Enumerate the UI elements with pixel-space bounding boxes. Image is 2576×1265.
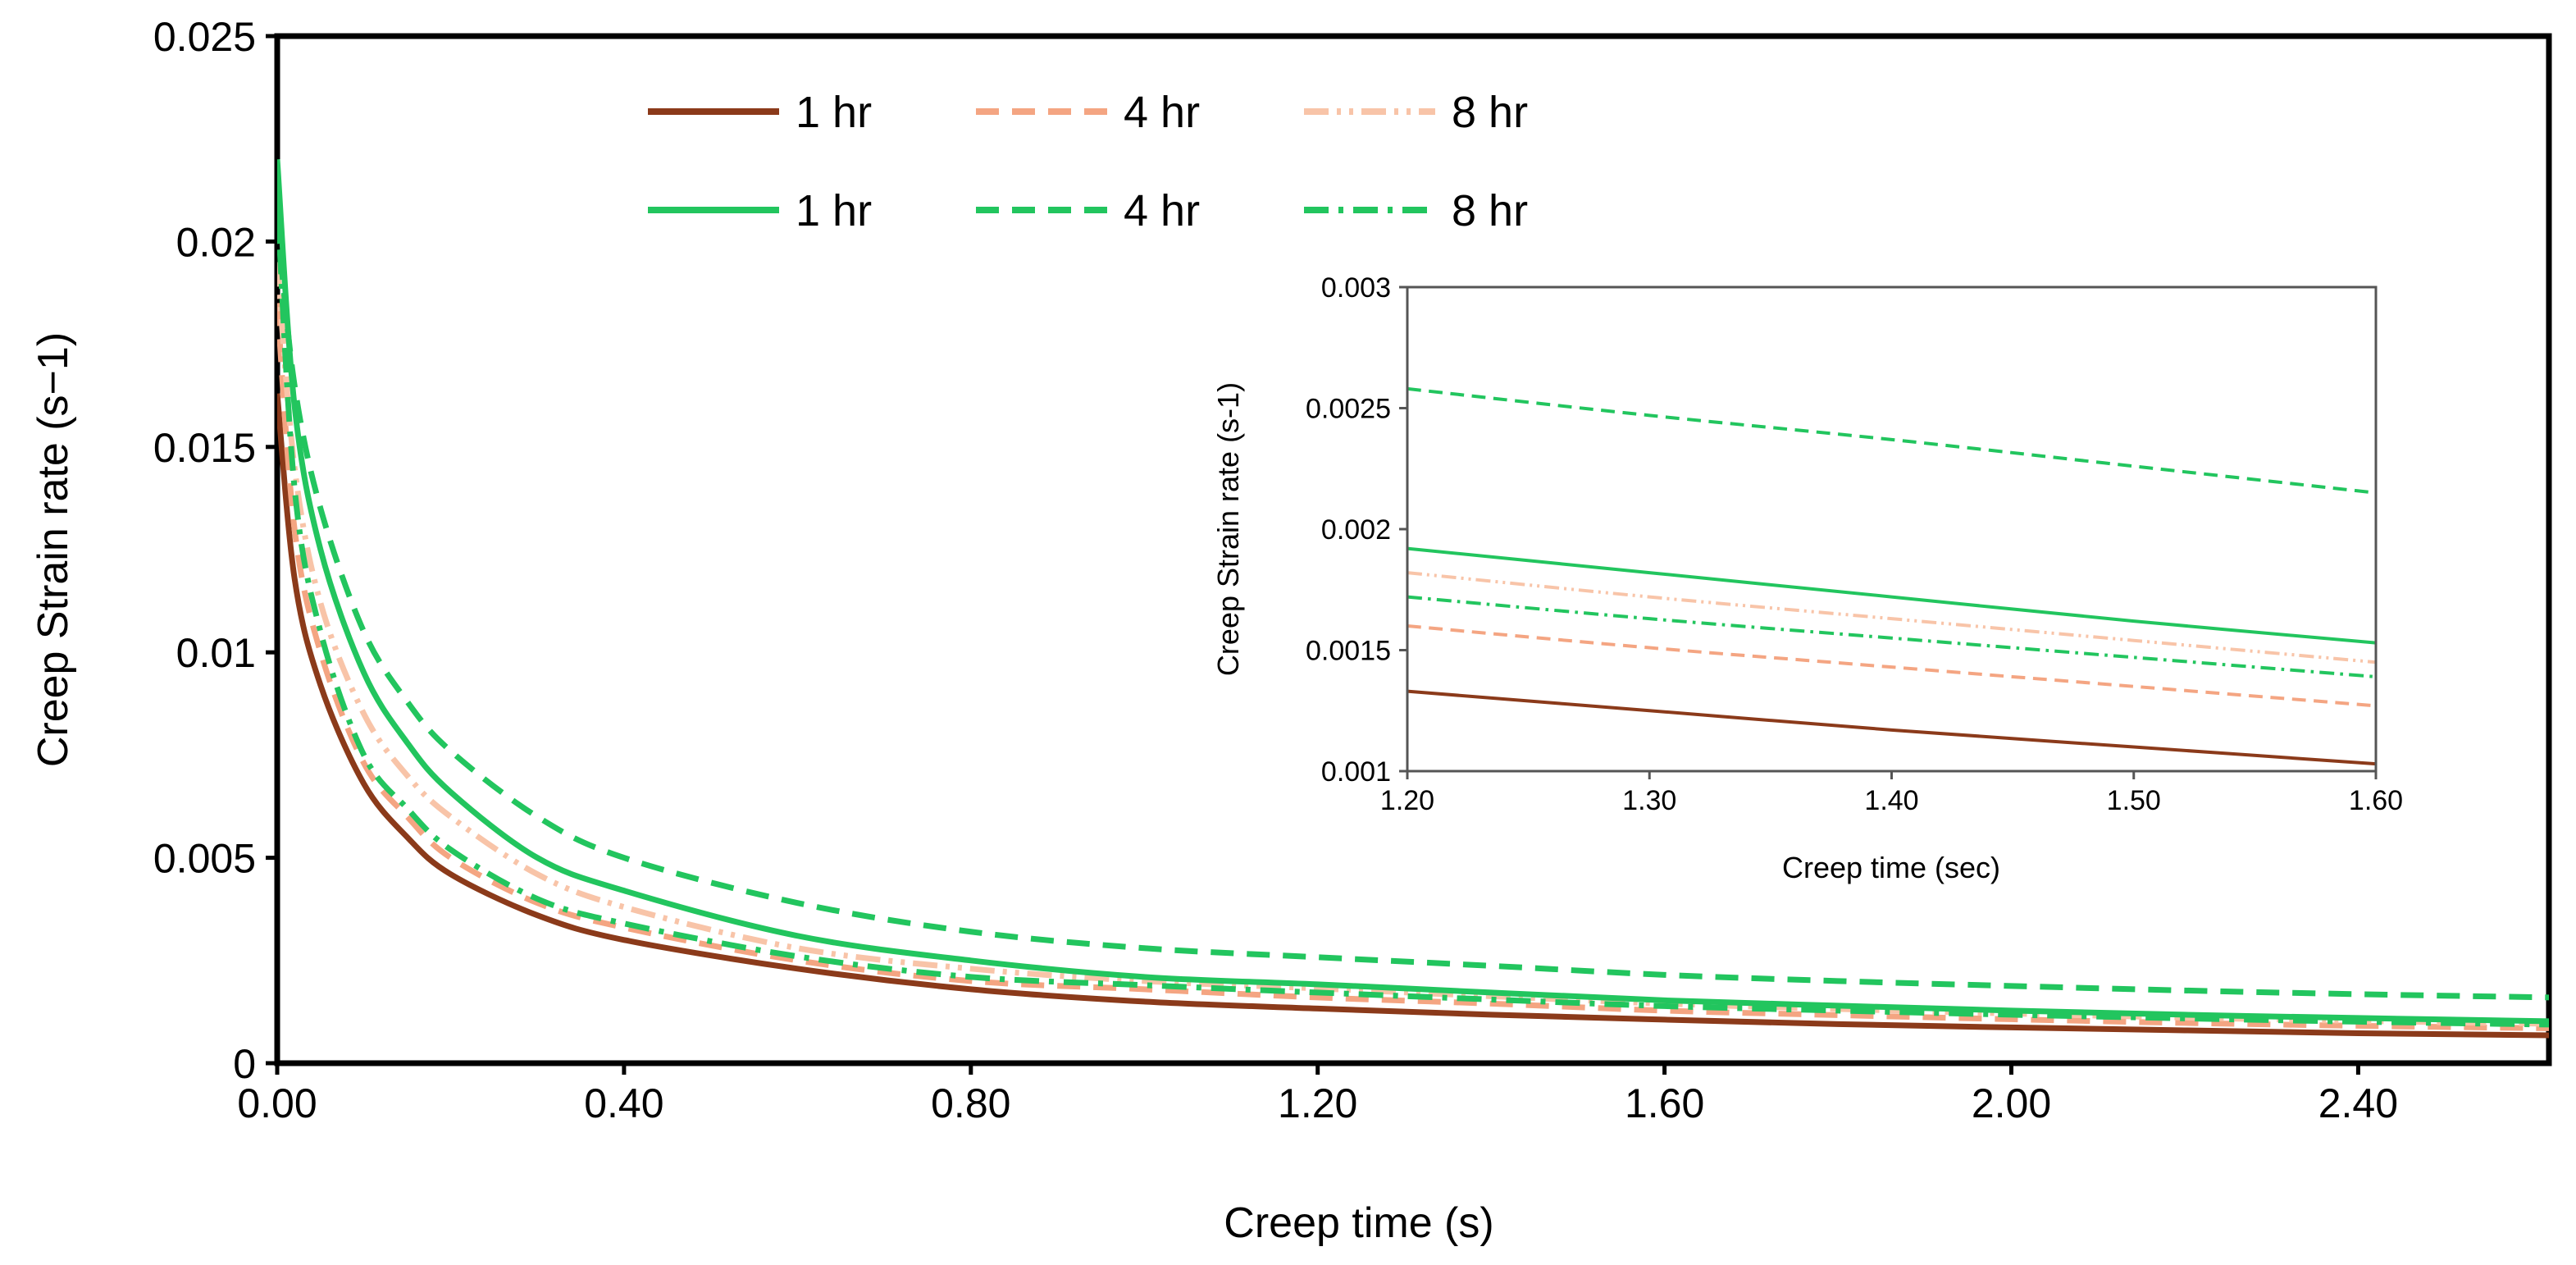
main-series-group — [277, 158, 2549, 1039]
main-x-tick-labels: 0.00 0.40 0.80 1.20 1.60 2.00 2.40 — [237, 1063, 2398, 1126]
main-y-tick-labels: 0 0.005 0.01 0.015 0.02 0.025 — [153, 14, 277, 1087]
main-y-tick-label: 0 — [233, 1041, 256, 1087]
inset-series-group — [1407, 386, 2376, 766]
legend-label: 1 hr — [796, 186, 872, 235]
inset-plot: 0.001 0.0015 0.002 0.0025 0.003 1.20 1.30 1.40… — [1211, 272, 2403, 884]
legend-item: 4 hr — [976, 88, 1200, 137]
legend-label: 8 hr — [1452, 186, 1528, 235]
inset-y-tick-label: 0.0025 — [1306, 394, 1391, 425]
inset-series-line-2 — [1407, 624, 2376, 708]
inset-series-line-1 — [1407, 689, 2376, 766]
inset-x-tick-label: 1.40 — [1864, 785, 1918, 816]
main-x-tick-label: 0.00 — [237, 1080, 317, 1126]
inset-y-axis-title: Creep Strain rate (s-1) — [1211, 382, 1245, 676]
legend-item: 1 hr — [648, 88, 872, 137]
main-y-tick-label: 0.015 — [153, 425, 256, 471]
inset-x-tick-label: 1.60 — [2349, 785, 2403, 816]
main-series-line-4 — [277, 158, 2549, 1025]
inset-y-tick-labels: 0.001 0.0015 0.002 0.0025 0.003 — [1306, 272, 1407, 788]
main-plot-frame — [274, 33, 2552, 1066]
main-series-line-1 — [277, 393, 2549, 1039]
main-x-tick-label: 0.40 — [584, 1080, 663, 1126]
inset-series-line-3 — [1407, 571, 2376, 664]
main-y-tick-label: 0.02 — [176, 219, 256, 265]
legend-label: 4 hr — [1124, 88, 1200, 137]
inset-y-tick-label: 0.001 — [1321, 756, 1391, 788]
inset-x-tick-labels: 1.20 1.30 1.40 1.50 1.60 — [1380, 771, 2403, 816]
main-x-tick-label: 1.60 — [1625, 1080, 1704, 1126]
main-y-tick-label: 0.025 — [153, 14, 256, 60]
legend-label: 1 hr — [796, 88, 872, 137]
legend-item: 1 hr — [648, 186, 872, 235]
inset-series-line-4 — [1407, 546, 2376, 645]
main-y-tick-label: 0.005 — [153, 836, 256, 882]
main-y-tick-label: 0.01 — [176, 630, 256, 676]
main-plot: 0 0.005 0.01 0.015 0.02 0.025 0.00 0.40 0.80 1.2… — [30, 14, 2552, 1247]
legend-item: 4 hr — [976, 186, 1200, 235]
main-x-tick-label: 2.00 — [1972, 1080, 2051, 1126]
inset-background — [1407, 287, 2376, 771]
legend-item: 8 hr — [1304, 186, 1528, 235]
main-x-tick-label: 0.80 — [931, 1080, 1010, 1126]
legend: 1 hr 4 hr 8 hr 1 hr 4 hr 8 hr — [648, 88, 1528, 235]
inset-y-tick-label: 0.002 — [1321, 514, 1391, 546]
inset-x-axis-title: Creep time (sec) — [1782, 851, 2000, 884]
inset-x-tick-label: 1.30 — [1622, 785, 1676, 816]
inset-x-tick-label: 1.50 — [2107, 785, 2161, 816]
legend-label: 8 hr — [1452, 88, 1528, 137]
inset-series-line-5 — [1407, 386, 2376, 495]
legend-item: 8 hr — [1304, 88, 1528, 137]
inset-x-tick-label: 1.20 — [1380, 785, 1434, 816]
inset-series-line-6 — [1407, 595, 2376, 678]
legend-label: 4 hr — [1124, 186, 1200, 235]
main-x-axis-title: Creep time (s) — [1224, 1199, 1493, 1247]
main-series-line-2 — [277, 303, 2549, 1031]
inset-y-tick-label: 0.0015 — [1306, 636, 1391, 667]
main-x-tick-label: 1.20 — [1278, 1080, 1357, 1126]
main-x-tick-label: 2.40 — [2318, 1080, 2398, 1126]
main-series-line-6 — [277, 200, 2549, 1028]
main-y-axis-title: Creep Strain rate (s−1) — [30, 332, 77, 767]
inset-y-tick-label: 0.003 — [1321, 272, 1391, 304]
main-series-line-5 — [277, 220, 2549, 1001]
